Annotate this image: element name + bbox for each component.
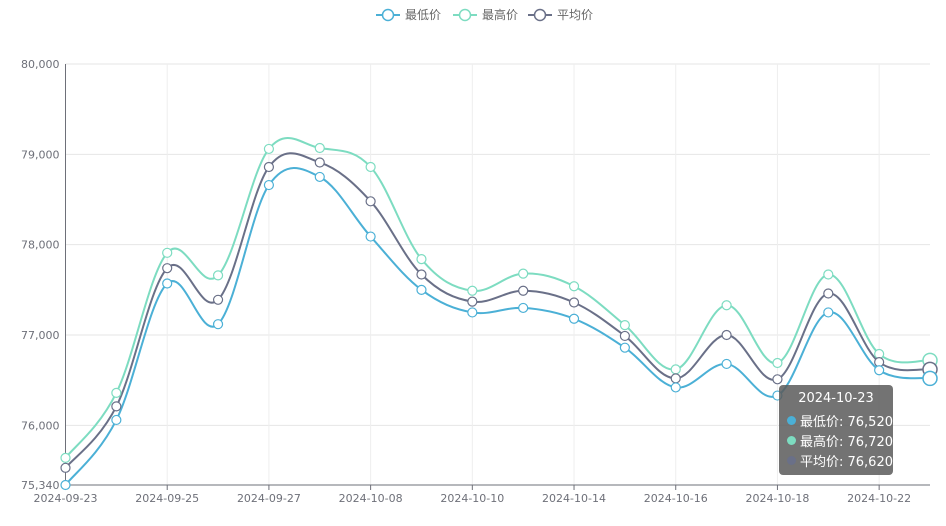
data-point-high[interactable]	[467, 285, 478, 296]
legend-marker-high	[458, 8, 472, 22]
axes	[65, 64, 930, 486]
data-point-high[interactable]	[212, 270, 224, 281]
data-point-low[interactable]	[212, 319, 224, 330]
x-tick-label: 2024-10-22	[847, 492, 911, 505]
data-point-high[interactable]	[263, 143, 275, 155]
tooltip-text-avg: 平均价: 76,620	[800, 454, 893, 470]
data-point-avg[interactable]	[314, 157, 325, 168]
data-point-low[interactable]	[823, 307, 834, 318]
data-point-low[interactable]	[365, 231, 376, 242]
data-tooltip: 2024-10-23 最低价: 76,520 最高价: 76,720 平均价: …	[779, 385, 893, 475]
legend-label-high: 最高价	[482, 7, 518, 22]
data-point-avg[interactable]	[365, 196, 376, 207]
y-tick-label: 76,000	[21, 419, 60, 432]
data-point-avg[interactable]	[111, 401, 122, 412]
y-tick-label: 75,340	[21, 479, 60, 492]
data-point-high[interactable]	[568, 281, 580, 292]
tooltip-row-low: 最低价: 76,520	[787, 410, 893, 430]
data-point-low[interactable]	[874, 365, 885, 376]
data-point-avg[interactable]	[212, 294, 224, 305]
y-tick-label: 79,000	[21, 148, 60, 161]
data-point-avg[interactable]	[416, 269, 427, 280]
y-axis-ticks: 75,340 76,000 77,000 78,000 79,000 80,000	[21, 58, 60, 492]
data-point-high[interactable]	[111, 387, 122, 398]
data-point-low[interactable]	[721, 358, 732, 370]
data-point-high[interactable]	[518, 268, 529, 279]
data-point-avg[interactable]	[60, 462, 71, 473]
x-tick-label: 2024-10-14	[542, 492, 606, 505]
data-point-avg[interactable]	[823, 288, 834, 299]
data-point-high[interactable]	[60, 452, 71, 463]
data-point-avg[interactable]	[568, 297, 580, 308]
x-tick-label: 2024-09-23	[34, 492, 98, 505]
y-tick-label: 80,000	[21, 58, 60, 71]
x-tick-label: 2024-09-27	[237, 492, 301, 505]
y-tick-label: 78,000	[21, 239, 60, 252]
data-point-avg[interactable]	[772, 374, 783, 385]
data-point-low[interactable]	[670, 382, 681, 393]
data-point-low[interactable]	[922, 370, 938, 387]
data-point-low[interactable]	[619, 342, 630, 353]
data-point-high[interactable]	[365, 161, 376, 173]
legend-label-avg: 平均价	[557, 8, 593, 22]
tooltip-text-low: 最低价: 76,520	[800, 414, 893, 430]
data-point-low[interactable]	[162, 278, 173, 289]
legend-item-low[interactable]: 最低价	[376, 8, 441, 22]
data-point-low[interactable]	[263, 179, 275, 191]
data-point-avg[interactable]	[518, 285, 529, 296]
x-tick-label: 2024-10-08	[339, 492, 403, 505]
legend-marker-low	[381, 8, 395, 22]
series-line-high	[64, 137, 931, 459]
data-point-avg[interactable]	[162, 263, 173, 274]
legend-marker-avg	[533, 8, 547, 22]
series-points	[60, 142, 938, 491]
y-tick-label: 77,000	[21, 329, 60, 342]
data-point-high[interactable]	[721, 300, 732, 311]
tooltip-title: 2024-10-23	[798, 391, 874, 406]
tooltip-text-high: 最高价: 76,720	[800, 434, 893, 450]
data-point-low[interactable]	[60, 479, 71, 491]
data-point-avg[interactable]	[619, 330, 630, 342]
data-point-high[interactable]	[670, 364, 681, 375]
data-point-high[interactable]	[162, 247, 173, 258]
tooltip-dot-low	[787, 415, 796, 425]
tooltip-row-avg: 平均价: 76,620	[787, 450, 893, 470]
legend-label-low: 最低价	[405, 8, 441, 22]
x-axis-ticks: 2024-09-23 2024-09-25 2024-09-27 2024-10-08…	[34, 485, 911, 505]
x-tick-label: 2024-10-10	[440, 492, 504, 505]
tooltip-dot-high	[787, 435, 796, 445]
x-tick-label: 2024-10-18	[745, 492, 809, 505]
data-point-avg[interactable]	[467, 296, 478, 307]
data-point-low[interactable]	[314, 171, 325, 183]
data-point-avg[interactable]	[670, 373, 681, 384]
data-point-avg[interactable]	[263, 161, 275, 173]
data-point-low[interactable]	[111, 414, 122, 426]
data-point-low[interactable]	[467, 307, 478, 318]
data-point-high[interactable]	[416, 254, 427, 265]
data-point-high[interactable]	[619, 319, 630, 331]
data-point-avg[interactable]	[721, 329, 732, 341]
legend[interactable]: 最低价 最高价 平均价	[376, 7, 593, 22]
x-tick-label: 2024-09-25	[135, 492, 199, 505]
data-point-low[interactable]	[416, 284, 427, 295]
data-point-high[interactable]	[772, 357, 783, 369]
data-point-high[interactable]	[823, 269, 834, 280]
grid-lines	[65, 63, 930, 486]
tooltip-dot-avg	[787, 455, 796, 465]
x-tick-label: 2024-10-16	[644, 492, 708, 505]
data-point-low[interactable]	[568, 313, 580, 324]
tooltip-row-high: 最高价: 76,720	[787, 430, 893, 450]
data-point-low[interactable]	[518, 302, 529, 314]
legend-item-high[interactable]: 最高价	[453, 7, 518, 22]
data-point-high[interactable]	[314, 142, 325, 154]
legend-item-avg[interactable]: 平均价	[528, 8, 593, 22]
